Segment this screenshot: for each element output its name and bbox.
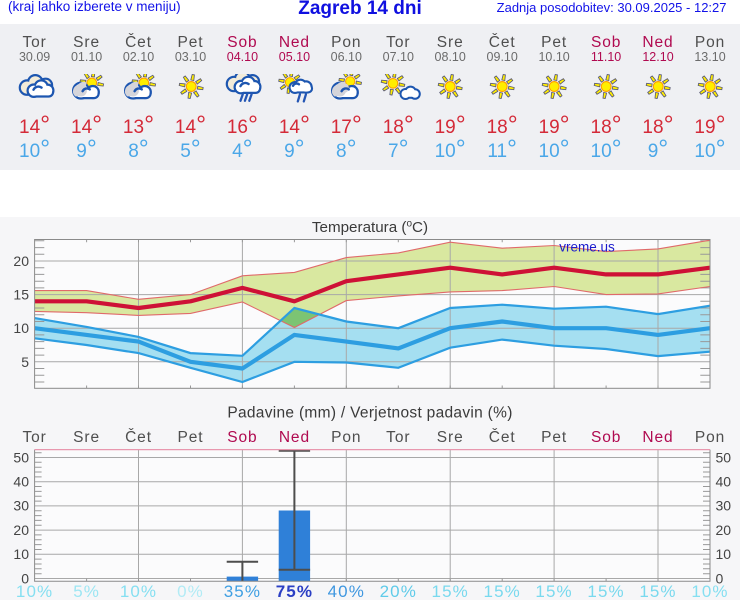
svg-text:20: 20: [13, 253, 29, 269]
svg-text:10: 10: [13, 320, 29, 336]
svg-text:Temperatura (oC): Temperatura (oC): [312, 219, 428, 237]
svg-text:15%: 15%: [484, 582, 521, 600]
svg-text:40: 40: [716, 474, 732, 490]
svg-text:40%: 40%: [328, 582, 365, 600]
svg-text:Ned: Ned: [279, 429, 310, 446]
svg-text:20: 20: [716, 522, 732, 538]
svg-text:50: 50: [13, 449, 29, 465]
svg-text:Čet: Čet: [489, 429, 516, 446]
svg-text:10: 10: [13, 546, 29, 562]
svg-text:Tor: Tor: [22, 429, 46, 446]
svg-text:Pet: Pet: [541, 429, 567, 446]
svg-text:5: 5: [21, 354, 29, 370]
svg-text:15%: 15%: [639, 582, 676, 600]
svg-text:15%: 15%: [535, 582, 572, 600]
svg-text:15: 15: [13, 287, 29, 303]
svg-text:vreme.us: vreme.us: [559, 240, 615, 255]
svg-text:0: 0: [716, 570, 724, 586]
svg-text:30: 30: [716, 498, 732, 514]
svg-text:75%: 75%: [276, 582, 313, 600]
svg-text:50: 50: [716, 449, 732, 465]
svg-text:Pon: Pon: [695, 429, 725, 446]
svg-text:Sob: Sob: [591, 429, 621, 446]
svg-text:0%: 0%: [177, 582, 204, 600]
svg-text:10%: 10%: [120, 582, 157, 600]
svg-text:10: 10: [716, 546, 732, 562]
svg-text:20: 20: [13, 522, 29, 538]
svg-text:35%: 35%: [224, 582, 261, 600]
svg-text:Sre: Sre: [437, 429, 464, 446]
svg-text:Čet: Čet: [125, 429, 152, 446]
svg-text:Pon: Pon: [331, 429, 361, 446]
svg-text:0: 0: [21, 570, 29, 586]
svg-text:Pet: Pet: [178, 429, 204, 446]
svg-text:10%: 10%: [691, 582, 728, 600]
svg-text:Ned: Ned: [642, 429, 673, 446]
svg-text:Tor: Tor: [386, 429, 410, 446]
svg-text:40: 40: [13, 474, 29, 490]
svg-text:Sre: Sre: [73, 429, 100, 446]
svg-text:5%: 5%: [73, 582, 100, 600]
svg-text:Padavine (mm) / Verjetnost pad: Padavine (mm) / Verjetnost padavin (%): [227, 405, 512, 422]
svg-text:30: 30: [13, 498, 29, 514]
svg-text:15%: 15%: [587, 582, 624, 600]
svg-text:10%: 10%: [16, 582, 53, 600]
svg-text:15%: 15%: [432, 582, 469, 600]
svg-text:Sob: Sob: [227, 429, 257, 446]
svg-text:20%: 20%: [380, 582, 417, 600]
